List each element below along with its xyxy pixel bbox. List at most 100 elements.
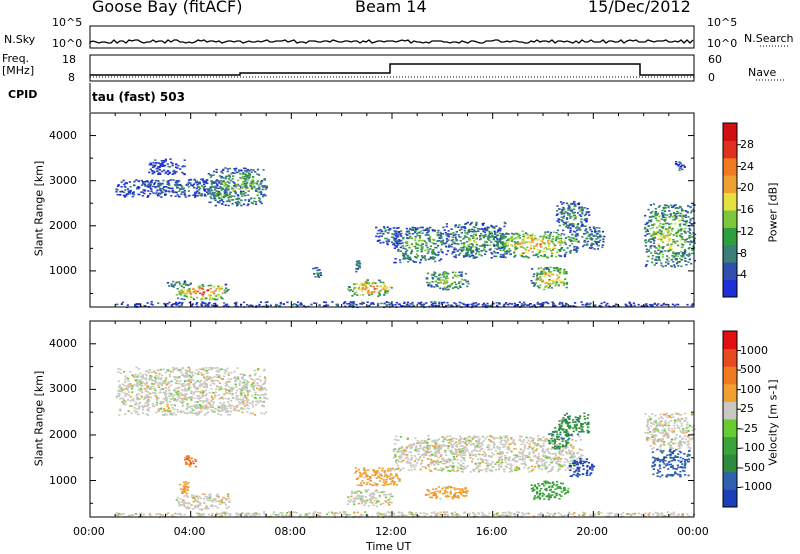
data-cell <box>403 256 406 258</box>
data-cell <box>243 394 247 397</box>
data-cell <box>177 387 180 390</box>
data-cell <box>468 514 471 516</box>
data-cell <box>503 246 507 248</box>
data-cell <box>150 163 153 165</box>
data-cell <box>240 393 243 396</box>
data-cell <box>334 512 337 514</box>
data-cell <box>566 226 569 229</box>
data-cell <box>194 181 197 184</box>
data-cell <box>487 234 490 237</box>
data-cell <box>317 275 320 278</box>
data-cell <box>656 259 659 262</box>
data-cell <box>245 178 248 180</box>
data-cell <box>651 261 654 264</box>
data-cell <box>203 383 206 385</box>
data-cell <box>560 237 563 240</box>
data-cell <box>199 399 202 402</box>
data-cell <box>683 166 686 168</box>
data-cell <box>215 195 218 197</box>
data-cell <box>236 197 239 200</box>
data-cell <box>185 295 188 298</box>
data-cell <box>534 283 537 286</box>
freq-line <box>90 63 694 76</box>
data-cell <box>258 389 261 391</box>
data-cell <box>316 267 319 269</box>
data-cell <box>648 225 651 227</box>
data-cell <box>459 252 462 255</box>
data-cell <box>212 170 216 173</box>
data-cell <box>205 367 208 369</box>
data-cell <box>474 241 477 243</box>
data-cell <box>157 302 160 304</box>
data-cell <box>367 290 370 293</box>
data-cell <box>143 304 146 307</box>
data-cell <box>224 291 227 294</box>
data-cell <box>180 303 183 305</box>
nsky-trace <box>89 39 694 44</box>
data-cell <box>137 193 140 196</box>
data-cell <box>522 247 525 249</box>
data-cell <box>681 216 684 218</box>
data-cell <box>245 512 248 515</box>
data-cell <box>687 216 690 218</box>
data-cell <box>256 394 260 396</box>
data-cell <box>552 303 555 305</box>
data-cell <box>574 234 577 236</box>
data-cell <box>441 251 444 254</box>
data-cell <box>239 192 242 194</box>
data-cell <box>277 515 280 517</box>
data-cell <box>572 237 576 240</box>
data-cell <box>244 173 247 175</box>
data-cell <box>157 382 160 385</box>
data-cell <box>183 295 186 297</box>
data-cell <box>231 180 234 183</box>
data-cell <box>569 236 572 239</box>
data-cell <box>668 216 671 218</box>
data-cell <box>165 304 168 307</box>
data-cell <box>367 282 370 284</box>
data-cell <box>434 301 437 304</box>
data-cell <box>218 175 221 177</box>
data-cell <box>624 303 627 306</box>
data-cell <box>673 252 677 255</box>
data-cell <box>220 414 223 416</box>
data-cell <box>397 240 400 243</box>
data-cell <box>470 249 473 252</box>
data-cell <box>556 274 559 277</box>
data-cell <box>117 514 120 517</box>
data-cell <box>463 244 466 246</box>
data-cell <box>382 233 385 235</box>
data-cell <box>498 247 501 249</box>
data-cell <box>486 227 489 230</box>
data-cell <box>654 212 657 214</box>
data-cell <box>383 513 386 515</box>
data-cell <box>541 238 545 241</box>
data-cell <box>227 381 230 383</box>
data-cell <box>653 232 656 234</box>
data-cell <box>230 390 233 392</box>
data-cell <box>182 283 185 285</box>
data-cell <box>247 179 250 181</box>
data-cell <box>555 267 558 270</box>
data-cell <box>520 305 523 307</box>
data-cell <box>129 192 132 195</box>
data-cell <box>359 513 363 516</box>
data-cell <box>567 204 570 206</box>
data-cell <box>504 303 507 305</box>
data-cell <box>137 180 141 182</box>
data-cell <box>183 281 186 284</box>
data-cell <box>395 237 398 240</box>
data-cell <box>505 232 508 235</box>
data-cell <box>216 376 219 378</box>
data-cell <box>160 407 163 409</box>
data-cell <box>174 195 177 198</box>
data-cell <box>503 225 506 228</box>
data-cell <box>214 391 218 394</box>
data-cell <box>690 262 693 265</box>
data-cell <box>167 190 170 192</box>
data-cell <box>484 229 487 231</box>
data-cell <box>161 187 164 190</box>
data-cell <box>492 235 495 238</box>
data-cell <box>220 189 223 191</box>
data-cell <box>535 238 538 241</box>
